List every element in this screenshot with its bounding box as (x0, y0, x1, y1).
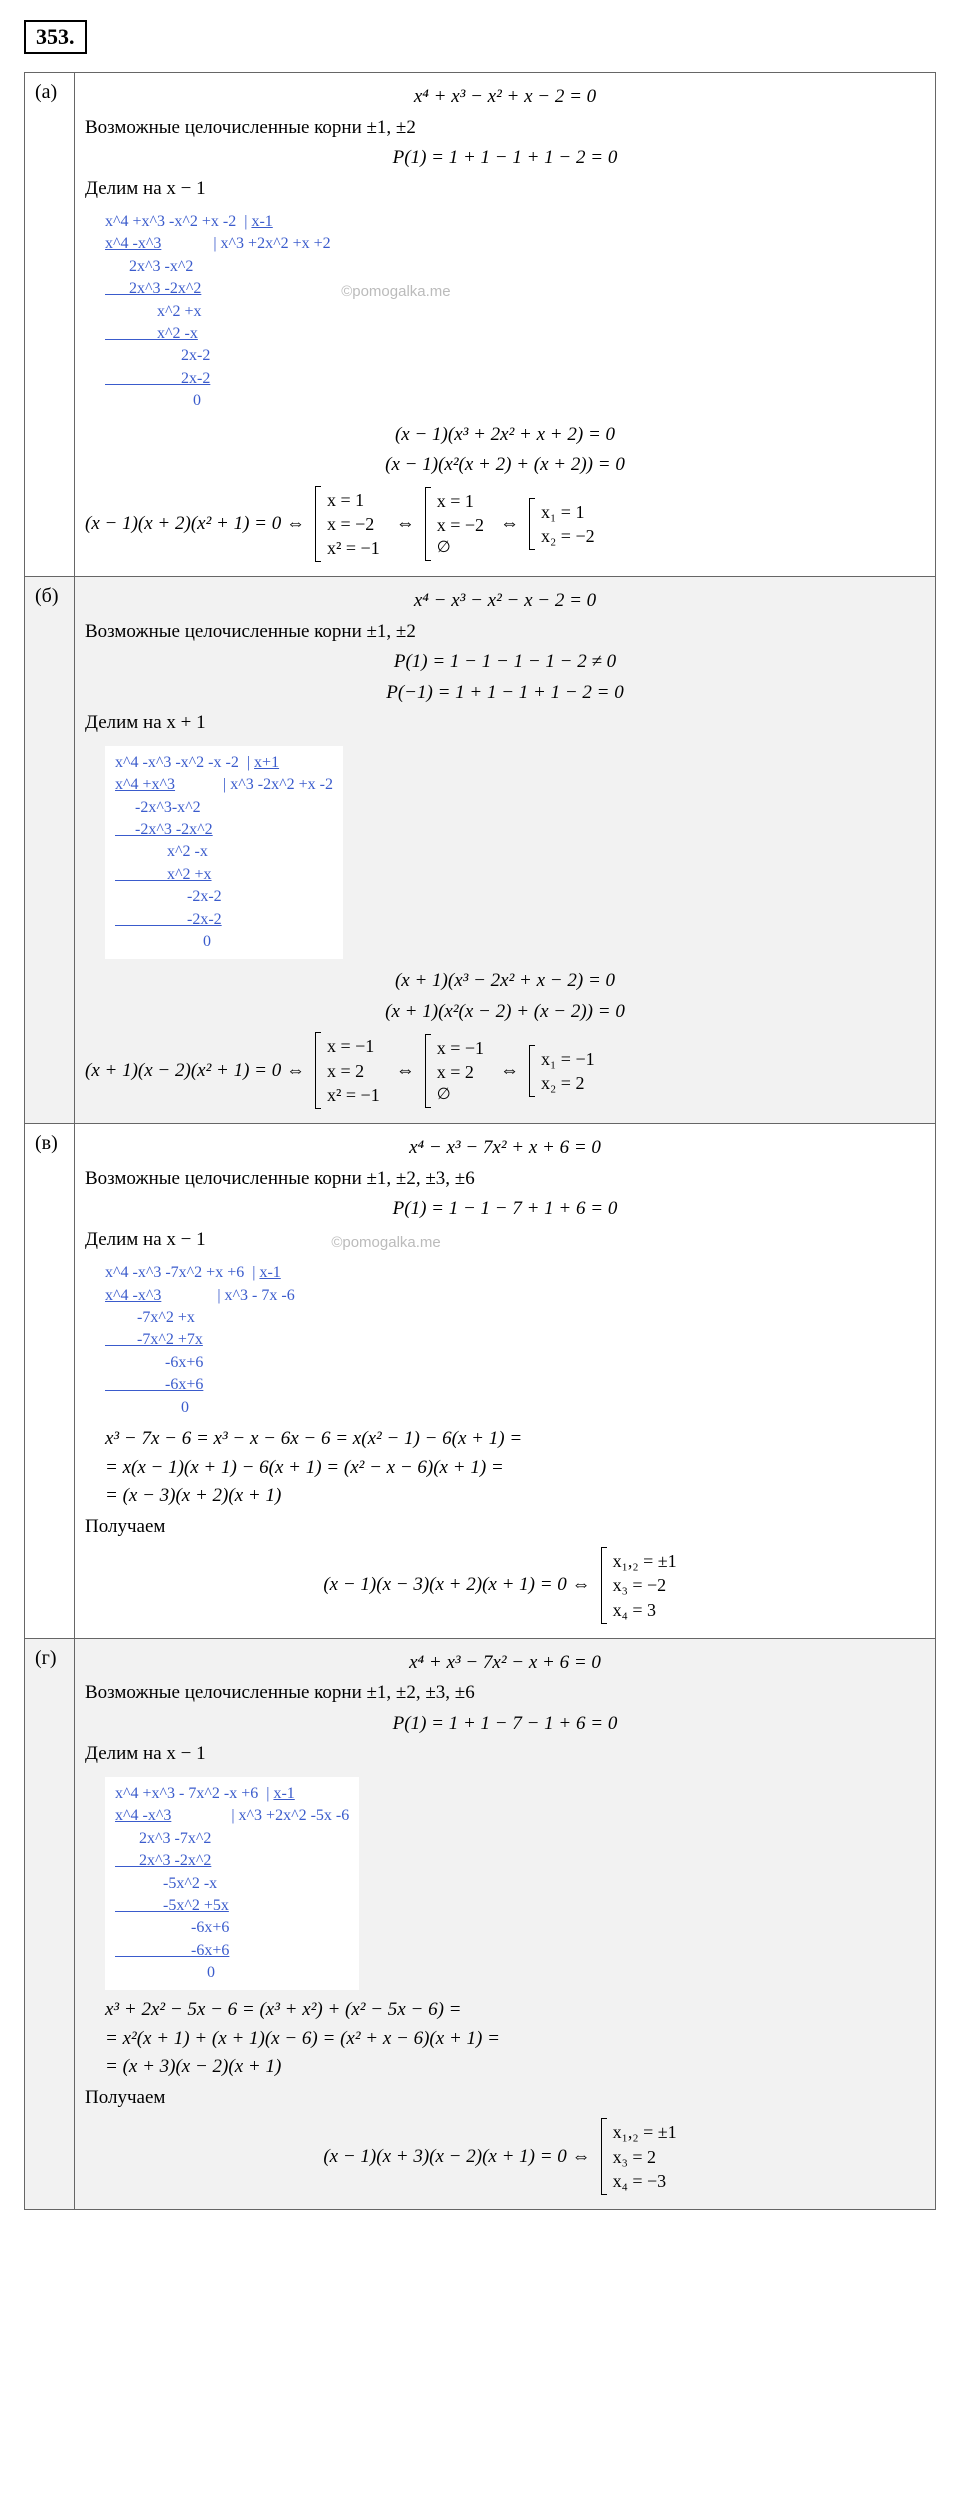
fact2-a: (x − 1)(x²(x + 2) + (x + 2)) = 0 (385, 454, 625, 475)
work2-g: = x²(x + 1) + (x + 1)(x − 6) = (x² + x −… (105, 2028, 500, 2049)
part-b-label: (б) (25, 577, 75, 1124)
div-by-a: Делим на x − 1 (85, 175, 925, 204)
watermark: ©pomogalka.me (341, 281, 450, 302)
p1-b: P(1) = 1 − 1 − 1 − 1 − 2 ≠ 0 (394, 651, 616, 672)
long-division-v: x^4 -x^3 -7x^2 +x +6 | x-1 x^4 -x^3 | x^… (105, 1262, 301, 1419)
part-g-label: (г) (25, 1638, 75, 2209)
final-v: (x − 1)(x − 3)(x + 2)(x + 1) = 0 ⇔ x₁,₂ … (85, 1547, 925, 1624)
result-g: Получаем (85, 2084, 925, 2113)
roots-b: Возможные целочисленные корни ±1, ±2 (85, 618, 925, 647)
p1-g: P(1) = 1 + 1 − 7 − 1 + 6 = 0 (393, 1713, 618, 1734)
fact1-a: (x − 1)(x³ + 2x² + x + 2) = 0 (395, 424, 615, 445)
div-by-g: Делим на x − 1 (85, 1740, 925, 1769)
work3-v: = (x − 3)(x + 2)(x + 1) (105, 1485, 281, 1506)
part-v-label: (в) (25, 1124, 75, 1639)
roots-a: Возможные целочисленные корни ±1, ±2 (85, 114, 925, 143)
long-division-g: x^4 +x^3 - 7x^2 -x +6 | x-1 x^4 -x^3 | x… (105, 1777, 359, 1991)
part-a-content: x⁴ + x³ − x² + x − 2 = 0 Возможные целоч… (75, 73, 936, 577)
final-g: (x − 1)(x + 3)(x − 2)(x + 1) = 0 ⇔ x₁,₂ … (85, 2118, 925, 2195)
eq-v: x⁴ − x³ − 7x² + x + 6 = 0 (409, 1137, 601, 1158)
fact1-b: (x + 1)(x³ − 2x² + x − 2) = 0 (395, 970, 615, 991)
fact2-b: (x + 1)(x²(x − 2) + (x − 2)) = 0 (385, 1001, 625, 1022)
work2-v: = x(x − 1)(x + 1) − 6(x + 1) = (x² − x −… (105, 1457, 504, 1478)
solutions-table: (а) x⁴ + x³ − x² + x − 2 = 0 Возможные ц… (24, 72, 936, 2210)
work1-v: x³ − 7x − 6 = x³ − x − 6x − 6 = x(x² − 1… (105, 1428, 522, 1449)
long-division-a: x^4 +x^3 -x^2 +x -2 | x-1 x^4 -x^3 | x^3… (105, 211, 331, 413)
part-g-content: x⁴ + x³ − 7x² − x + 6 = 0 Возможные цело… (75, 1638, 936, 2209)
p1-a: P(1) = 1 + 1 − 1 + 1 − 2 = 0 (393, 147, 618, 168)
work1-g: x³ + 2x² − 5x − 6 = (x³ + x²) + (x² − 5x… (105, 1999, 461, 2020)
page: 353. (а) x⁴ + x³ − x² + x − 2 = 0 Возмож… (0, 0, 960, 2230)
final-a: (x − 1)(x + 2)(x² + 1) = 0 ⇔ x = 1 x = −… (85, 486, 925, 563)
long-division-b: x^4 -x^3 -x^2 -x -2 | x+1 x^4 +x^3 | x^3… (105, 746, 343, 960)
roots-v: Возможные целочисленные корни ±1, ±2, ±3… (85, 1165, 925, 1194)
problem-number: 353. (24, 20, 87, 54)
part-v-content: x⁴ − x³ − 7x² + x + 6 = 0 Возможные цело… (75, 1124, 936, 1639)
eq-g: x⁴ + x³ − 7x² − x + 6 = 0 (409, 1652, 601, 1673)
p2-b: P(−1) = 1 + 1 − 1 + 1 − 2 = 0 (386, 682, 624, 703)
work3-g: = (x + 3)(x − 2)(x + 1) (105, 2056, 281, 2077)
div-by-v: Делим на x − 1 (85, 1226, 925, 1255)
eq-b: x⁴ − x³ − x² − x − 2 = 0 (414, 590, 596, 611)
result-v: Получаем (85, 1513, 925, 1542)
eq-a: x⁴ + x³ − x² + x − 2 = 0 (414, 86, 596, 107)
part-b-content: x⁴ − x³ − x² − x − 2 = 0 Возможные целоч… (75, 577, 936, 1124)
roots-g: Возможные целочисленные корни ±1, ±2, ±3… (85, 1679, 925, 1708)
p1-v: P(1) = 1 − 1 − 7 + 1 + 6 = 0 (393, 1198, 618, 1219)
part-a-label: (а) (25, 73, 75, 577)
div-by-b: Делим на x + 1 (85, 709, 925, 738)
final-b: (x + 1)(x − 2)(x² + 1) = 0 ⇔ x = −1 x = … (85, 1032, 925, 1109)
